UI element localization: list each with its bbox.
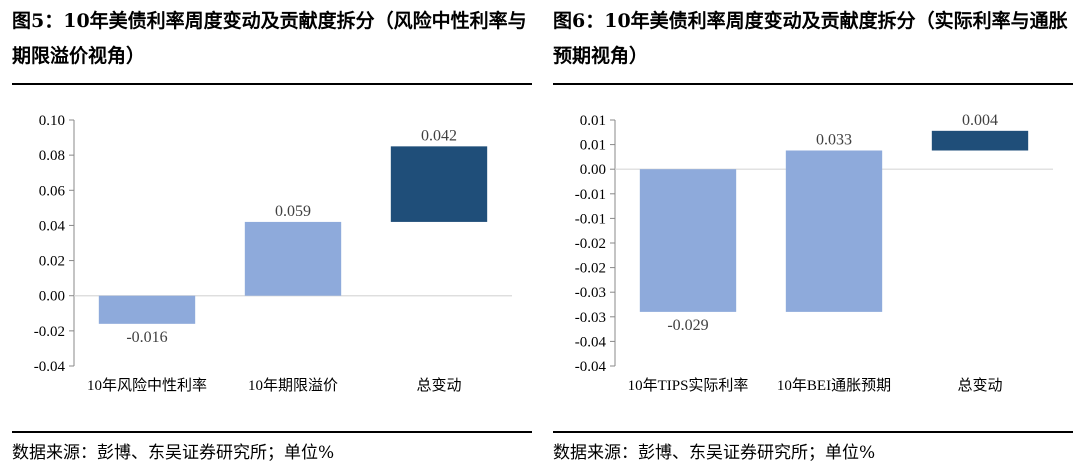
source-note: 数据来源：彭博、东吴证券研究所；单位% <box>12 443 335 463</box>
category-label: 10年TIPS实际利率 <box>628 377 749 394</box>
data-label: 0.004 <box>962 112 998 129</box>
total-bar <box>390 146 488 222</box>
y-tick-label: 0.02 <box>39 254 65 270</box>
data-label: 0.059 <box>275 203 311 220</box>
data-label: -0.016 <box>126 329 167 346</box>
y-tick-label: -0.04 <box>34 359 66 375</box>
data-label: -0.029 <box>667 317 708 334</box>
y-tick-label: 0.01 <box>580 113 606 129</box>
figure-6-panel: 图6：10年美债利率周度变动及贡献度拆分（实际利率与通胀预期视角） 0.01 0.… <box>553 0 1078 473</box>
bottom-rule <box>12 431 532 433</box>
component-bar <box>244 221 342 296</box>
y-tick-label: 0.04 <box>39 218 66 234</box>
y-tick-label: 0.10 <box>39 113 65 129</box>
category-label: 总变动 <box>416 377 461 394</box>
category-label: 10年期限溢价 <box>248 377 338 394</box>
data-label: 0.042 <box>421 127 457 144</box>
figure-title: 图6：10年美债利率周度变动及贡献度拆分（实际利率与通胀预期视角） <box>553 10 1068 67</box>
y-tick-label: -0.04 <box>575 359 607 375</box>
y-tick-label: 0.01 <box>580 138 606 154</box>
y-tick-label: 0.06 <box>39 183 66 199</box>
y-tick-label: 0.08 <box>39 148 65 164</box>
category-label: 10年风险中性利率 <box>87 377 207 394</box>
figure-title: 图5：10年美债利率周度变动及贡献度拆分（风险中性利率与期限溢价视角） <box>12 10 527 67</box>
y-tick-label: -0.02 <box>575 261 606 277</box>
y-tick-label: -0.03 <box>575 310 606 326</box>
y-tick-label: -0.03 <box>575 285 606 301</box>
waterfall-chart-2: 0.01 0.01 0.00 -0.01 -0.01 -0.02 -0.02 -0.03 -0.… <box>575 112 1053 394</box>
data-label: 0.033 <box>816 132 852 149</box>
y-tick-label: 0.00 <box>39 289 65 305</box>
y-tick-label: -0.01 <box>575 187 606 203</box>
component-bar <box>639 169 737 312</box>
y-tick-label: -0.01 <box>575 211 606 227</box>
y-tick-label: -0.02 <box>34 324 65 340</box>
component-bar <box>785 150 883 312</box>
y-tick-label: -0.04 <box>575 334 607 350</box>
y-tick-label: -0.02 <box>575 236 606 252</box>
category-label: 总变动 <box>957 377 1002 394</box>
figure-5-panel: 图5：10年美债利率周度变动及贡献度拆分（风险中性利率与期限溢价视角） 0.10… <box>12 0 537 473</box>
waterfall-chart-1: 0.10 0.08 0.06 0.04 0.02 0.00 -0.02 -0.04 -0.016… <box>34 113 512 394</box>
total-bar <box>931 130 1029 151</box>
component-bar <box>98 295 196 324</box>
source-note: 数据来源：彭博、东吴证券研究所；单位% <box>553 443 876 463</box>
category-label: 10年BEI通胀预期 <box>777 377 891 394</box>
top-rule <box>553 83 1073 85</box>
bottom-rule <box>553 431 1073 433</box>
y-tick-label: 0.00 <box>580 162 606 178</box>
top-rule <box>12 83 532 85</box>
